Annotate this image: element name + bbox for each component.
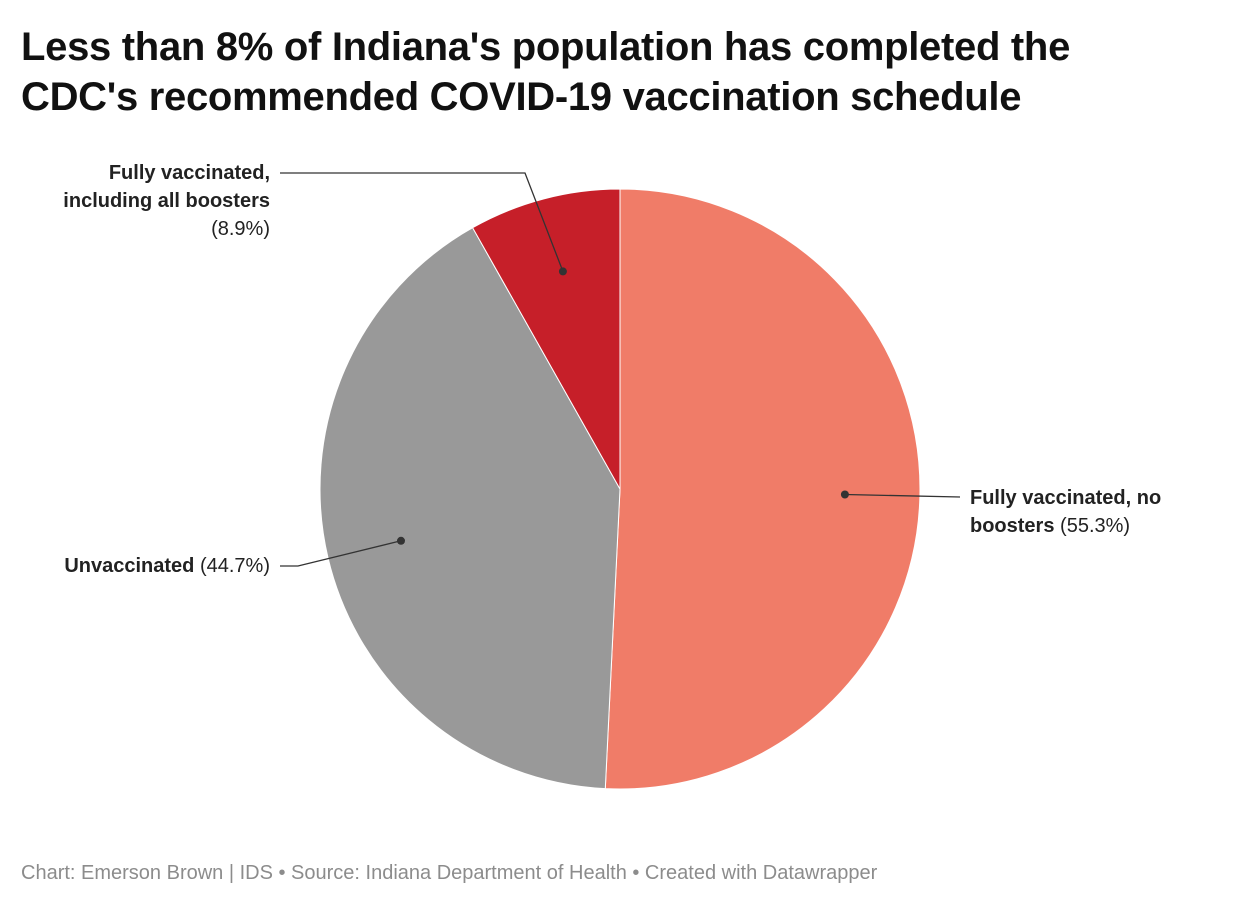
leader-dot-unvaccinated (397, 536, 405, 545)
chart-title: Less than 8% of Indiana's population has… (21, 22, 1201, 122)
leader-line-fully-vaccinated-no-boosters (844, 493, 961, 498)
slice-label-no-boosters-line1: Fully vaccinated, no (970, 487, 1162, 509)
slice-label-boosters-line1: Fully vaccinated, (108, 162, 270, 184)
slice-percent-unvaccinated: (44.7%) (199, 555, 270, 577)
chart-footer: Chart: Emerson Brown | IDS • Source: Ind… (21, 862, 878, 884)
slice-label-unvaccinated: Unvaccinated (44.7%) (64, 552, 270, 580)
pie-slice-fully-vaccinated-all-boosters (471, 188, 621, 491)
slice-label-fully-vaccinated-all-boosters: Fully vaccinated, including all boosters… (63, 159, 270, 243)
slice-percent-boosters: (8.9%) (211, 218, 270, 240)
pie-slice-fully-vaccinated-no-boosters (604, 188, 921, 790)
leader-line-fully-vaccinated-all-boosters (280, 172, 564, 272)
pie-slices (319, 188, 921, 790)
slice-percent-no-boosters: (55.3%) (1060, 515, 1131, 537)
chart-title-line2: CDC's recommended COVID-19 vaccination s… (21, 75, 1022, 119)
slice-label-boosters-line2: including all boosters (63, 190, 270, 212)
leader-dot-fully-vaccinated-all-boosters (558, 267, 567, 276)
leader-line-unvaccinated (280, 540, 402, 567)
chart-title-line1: Less than 8% of Indiana's population has… (21, 25, 1071, 69)
leader-dot-fully-vaccinated-no-boosters (840, 490, 849, 499)
slice-label-fully-vaccinated-no-boosters: Fully vaccinated, no boosters (55.3%) (970, 484, 1220, 540)
leader-lines (280, 172, 961, 567)
slice-label-unvaccinated-name: Unvaccinated (64, 555, 195, 577)
slice-label-no-boosters-line2: boosters (970, 515, 1055, 537)
